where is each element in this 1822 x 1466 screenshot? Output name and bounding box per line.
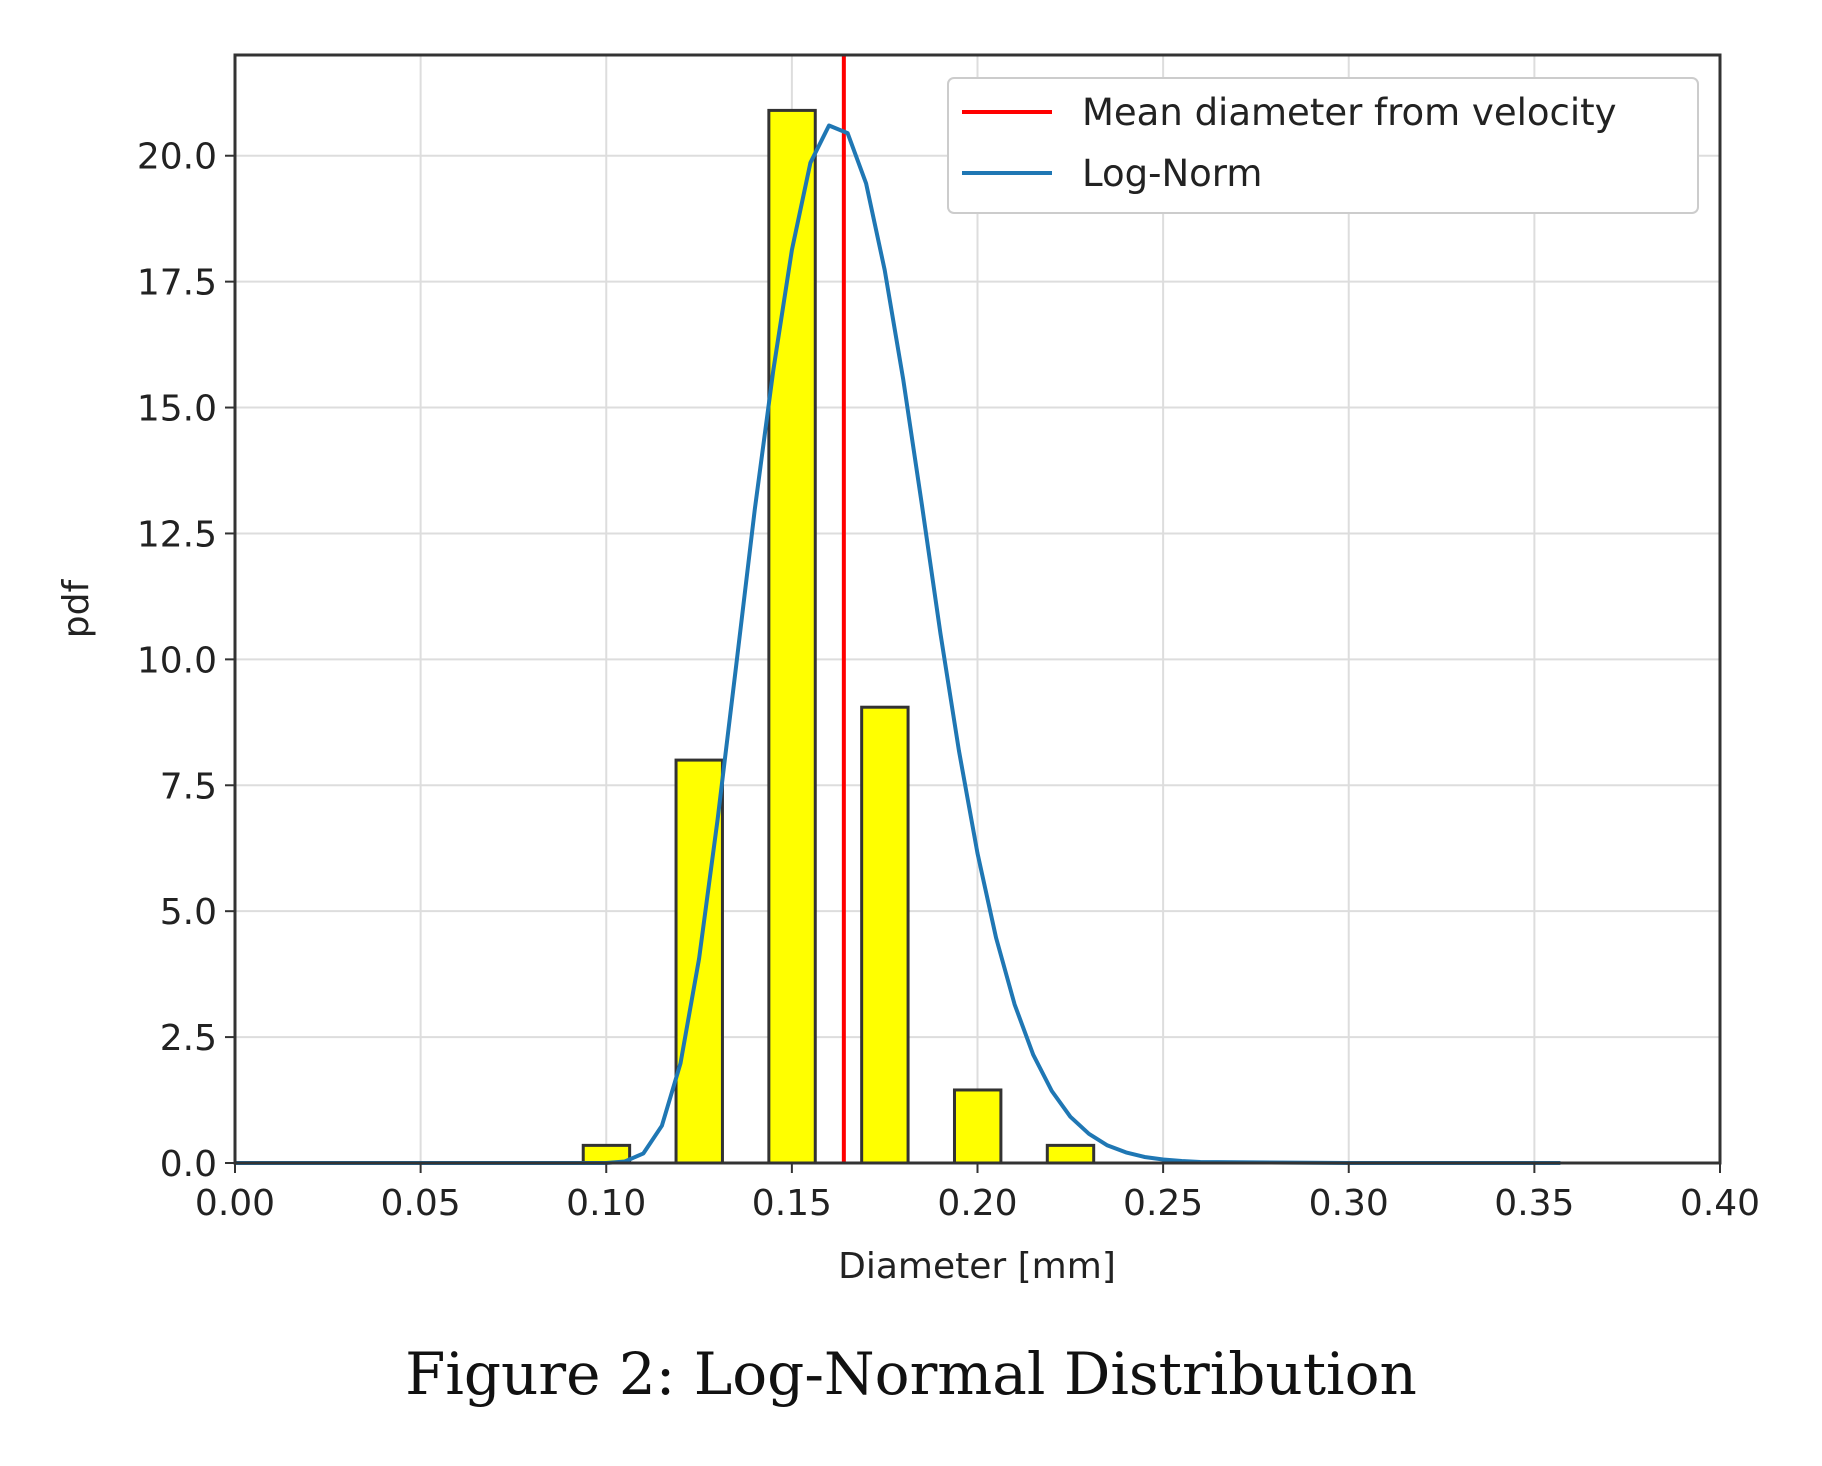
x-tick-label: 0.25: [1123, 1183, 1203, 1224]
legend-box: [947, 77, 1699, 214]
x-tick-label: 0.00: [195, 1183, 275, 1224]
y-tick-label: 17.5: [137, 263, 217, 304]
y-tick-label: 20.0: [137, 137, 217, 178]
y-axis-label: pdf: [56, 578, 97, 638]
log-norm-curve: [235, 123, 1561, 1165]
y-tick-label: 2.5: [160, 1018, 217, 1059]
legend: Mean diameter from velocity Log-Norm: [947, 77, 1699, 214]
x-tick-label: 0.10: [566, 1183, 646, 1224]
x-tick-label: 0.05: [381, 1183, 461, 1224]
figure-caption: Figure 2: Log-Normal Distribution: [405, 1340, 1417, 1408]
y-tick-label: 0.0: [160, 1144, 217, 1185]
histogram-bar: [1045, 1143, 1096, 1165]
x-axis-label: Diameter [mm]: [838, 1246, 1116, 1287]
histogram-bar: [952, 1088, 1003, 1165]
histogram-bar: [860, 705, 910, 1165]
y-tick-label: 7.5: [160, 766, 217, 807]
series-lines: [235, 55, 1561, 1165]
y-tick-label: 15.0: [137, 389, 217, 430]
y-tick-label: 10.0: [137, 640, 217, 681]
x-tick-label: 0.15: [752, 1183, 832, 1224]
x-tick-label: 0.30: [1309, 1183, 1389, 1224]
chart: 0.00 0.05 0.10 0.15 0.20 0.25 0.30 0.35 0.40 0.0 2…: [56, 53, 1760, 1287]
x-tick-label: 0.40: [1680, 1183, 1760, 1224]
histogram-bar: [767, 108, 817, 1165]
axis-ticks: 0.00 0.05 0.10 0.15 0.20 0.25 0.30 0.35 0.40 0.0 2…: [137, 137, 1760, 1224]
y-tick-label: 5.0: [160, 892, 217, 933]
y-tick-label: 12.5: [137, 514, 217, 555]
x-tick-label: 0.20: [937, 1183, 1017, 1224]
legend-label-mean-diameter: Mean diameter from velocity: [1082, 91, 1617, 134]
legend-label-log-norm: Log-Norm: [1082, 152, 1262, 195]
x-tick-label: 0.35: [1494, 1183, 1574, 1224]
